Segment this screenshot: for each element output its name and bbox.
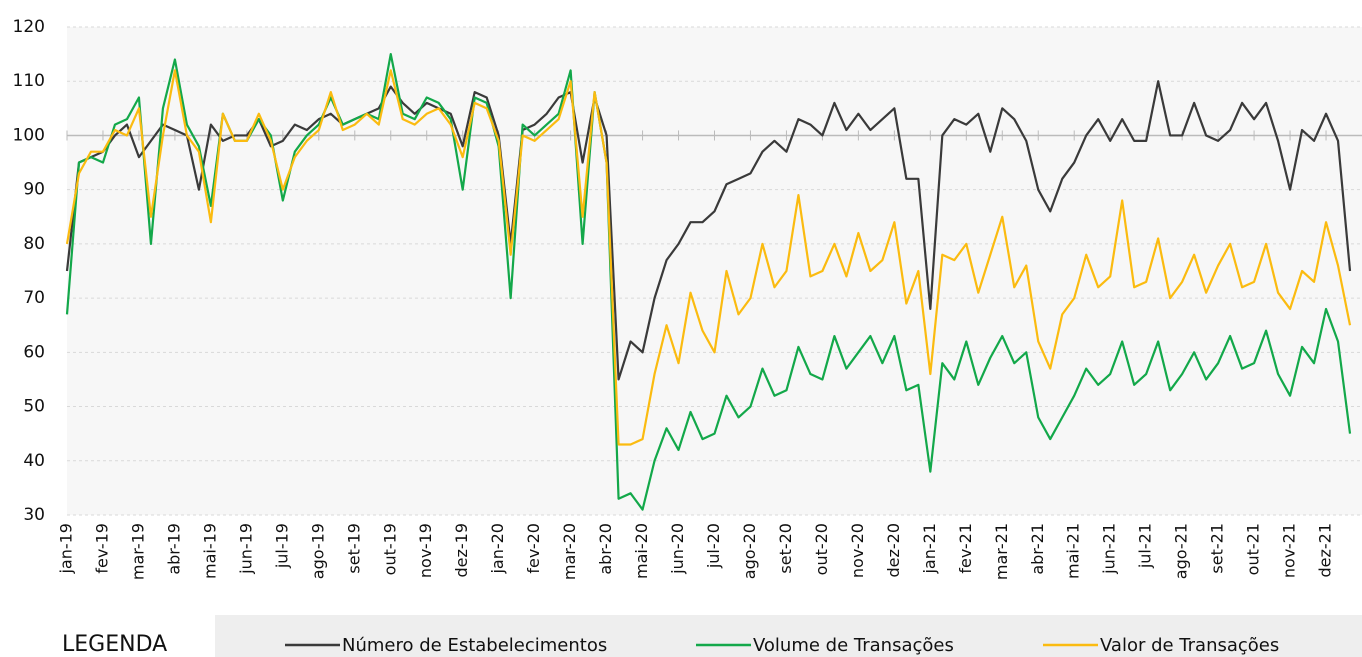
plot-background bbox=[67, 27, 1362, 515]
legend-title: LEGENDA bbox=[62, 632, 167, 657]
x-tick-label: out-20 bbox=[812, 523, 831, 575]
x-tick-label: mai-19 bbox=[200, 523, 219, 579]
x-tick-label: nov-20 bbox=[848, 523, 867, 578]
x-tick-label: jun-21 bbox=[1100, 523, 1119, 575]
x-tick-label: abr-20 bbox=[596, 523, 615, 575]
x-tick-label: mai-21 bbox=[1064, 523, 1083, 579]
legend-label: Volume de Transações bbox=[753, 635, 954, 656]
legend-box bbox=[215, 615, 1362, 657]
y-tick-label: 110 bbox=[13, 71, 45, 91]
x-tick-label: dez-21 bbox=[1316, 523, 1335, 578]
y-tick-label: 50 bbox=[23, 397, 45, 417]
x-tick-label: mar-19 bbox=[128, 523, 147, 580]
x-tick-label: fev-21 bbox=[956, 523, 975, 574]
x-tick-label: out-19 bbox=[380, 523, 399, 575]
legend-label: Valor de Transações bbox=[1100, 635, 1279, 656]
y-tick-label: 60 bbox=[23, 342, 45, 362]
x-tick-label: jul-19 bbox=[272, 523, 291, 569]
x-tick-label: set-20 bbox=[776, 523, 795, 574]
x-tick-label: abr-19 bbox=[164, 523, 183, 575]
x-tick-label: dez-19 bbox=[452, 523, 471, 578]
x-tick-label: nov-21 bbox=[1280, 523, 1299, 578]
x-tick-label: jan-20 bbox=[488, 523, 507, 575]
y-tick-label: 120 bbox=[13, 17, 45, 37]
series-line bbox=[65, 69, 1352, 446]
x-tick-label: ago-21 bbox=[1172, 523, 1191, 579]
x-tick-label: mai-20 bbox=[632, 523, 651, 579]
x-tick-label: jul-21 bbox=[1136, 523, 1155, 569]
y-tick-label: 30 bbox=[23, 505, 45, 525]
x-tick-label: set-19 bbox=[344, 523, 363, 574]
legend-label: Número de Estabelecimentos bbox=[342, 635, 607, 656]
series-line bbox=[65, 53, 1352, 511]
y-tick-label: 40 bbox=[23, 451, 45, 471]
x-tick-label: jan-19 bbox=[57, 523, 76, 575]
x-tick-label: fev-19 bbox=[92, 523, 111, 574]
x-tick-label: abr-21 bbox=[1028, 523, 1047, 575]
x-tick-label: nov-19 bbox=[416, 523, 435, 578]
x-tick-label: dez-20 bbox=[884, 523, 903, 578]
x-tick-label: out-21 bbox=[1244, 523, 1263, 575]
series-line bbox=[65, 80, 1352, 381]
x-tick-label: set-21 bbox=[1208, 523, 1227, 574]
x-tick-label: mar-21 bbox=[992, 523, 1011, 580]
x-tick-label: mar-20 bbox=[560, 523, 579, 580]
x-tick-label: ago-20 bbox=[740, 523, 759, 579]
y-tick-label: 100 bbox=[13, 125, 45, 145]
x-tick-label: jul-20 bbox=[704, 523, 723, 569]
x-tick-label: ago-19 bbox=[308, 523, 327, 579]
x-tick-label: jan-21 bbox=[920, 523, 939, 575]
y-tick-label: 70 bbox=[23, 288, 45, 308]
x-tick-label: fev-20 bbox=[524, 523, 543, 574]
x-tick-label: jun-20 bbox=[668, 523, 687, 575]
y-tick-label: 90 bbox=[23, 180, 45, 200]
x-tick-label: jun-19 bbox=[236, 523, 255, 575]
y-tick-label: 80 bbox=[23, 234, 45, 254]
